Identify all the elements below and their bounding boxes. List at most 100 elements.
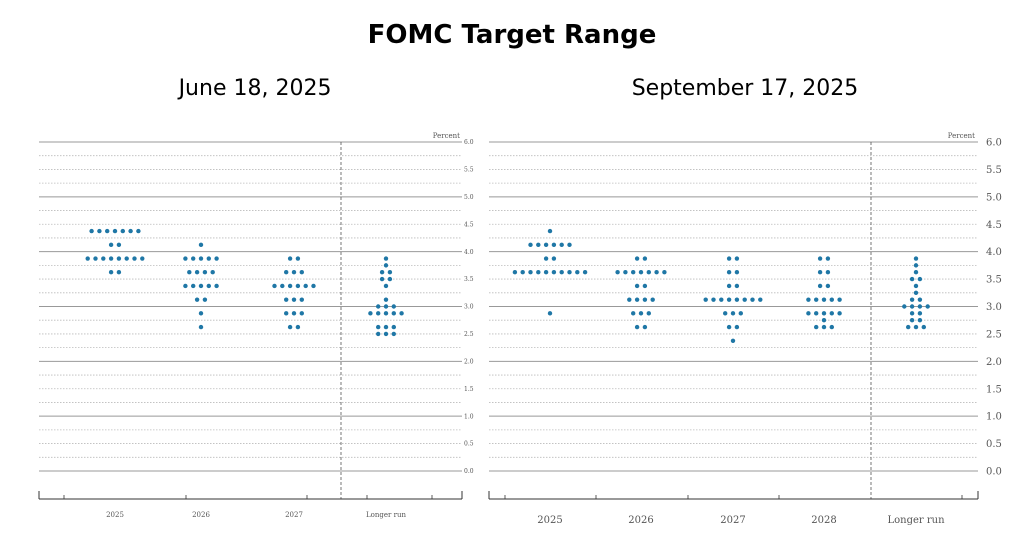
participant-dot	[376, 324, 381, 330]
participant-dot	[368, 311, 373, 316]
participant-dot	[821, 311, 827, 316]
participant-dot	[825, 256, 831, 261]
participant-dot	[734, 270, 740, 275]
y-axis-label: Percent	[948, 132, 975, 140]
participant-dot	[376, 311, 381, 316]
y-tick-label: 0.5	[464, 441, 474, 448]
participant-dot	[821, 297, 827, 302]
participant-dot	[198, 283, 204, 289]
participant-dot	[85, 256, 90, 261]
participant-dot	[383, 304, 389, 309]
participant-dot	[913, 283, 919, 289]
y-tick-label: 0.0	[986, 467, 1002, 478]
participant-dot	[547, 311, 553, 316]
participant-dot	[638, 311, 644, 316]
participant-dot	[89, 228, 94, 234]
y-tick-label: 1.0	[464, 413, 474, 420]
y-tick-label: 6.0	[464, 139, 474, 146]
participant-dot	[206, 256, 211, 261]
participant-dot	[383, 311, 389, 316]
participant-dot	[547, 228, 553, 234]
participant-dot	[631, 270, 636, 275]
participant-dot	[272, 283, 277, 289]
participant-dot	[825, 270, 831, 275]
participant-dot	[711, 297, 716, 302]
participant-dot	[214, 256, 219, 261]
participant-dot	[543, 270, 549, 275]
participant-dot	[559, 270, 564, 275]
participant-dot	[116, 270, 122, 275]
participant-dot	[821, 324, 827, 330]
participant-dot	[183, 256, 188, 261]
participant-dot	[299, 297, 304, 302]
participant-dot	[837, 297, 842, 302]
participant-dot	[299, 311, 304, 316]
participant-dot	[817, 283, 823, 289]
participant-dot	[642, 324, 648, 330]
y-tick-label: 2.0	[464, 358, 474, 365]
y-tick-label: 2.5	[986, 329, 1002, 340]
participant-dot	[291, 297, 297, 302]
participant-dot	[383, 297, 389, 302]
participant-dot	[376, 331, 381, 337]
y-tick-label: 0.0	[464, 468, 474, 475]
y-tick-label: 1.5	[986, 384, 1002, 395]
participant-dot	[311, 283, 316, 289]
participant-dot	[821, 318, 827, 323]
participant-dot	[202, 297, 208, 302]
participant-dot	[642, 256, 648, 261]
participant-dot	[112, 228, 118, 234]
participant-dot	[528, 242, 533, 248]
participant-dot	[909, 276, 915, 282]
participant-dot	[627, 297, 632, 302]
participant-dot	[287, 324, 293, 330]
participant-dot	[817, 256, 823, 261]
participant-dot	[202, 270, 208, 275]
participant-dot	[575, 270, 580, 275]
participant-dot	[906, 324, 911, 330]
x-category-label: 2025	[106, 511, 124, 519]
participant-dot	[101, 256, 106, 261]
participant-dot	[734, 324, 740, 330]
participant-dot	[132, 256, 137, 261]
x-category-label: 2026	[628, 515, 653, 526]
participant-dot	[582, 270, 588, 275]
participant-dot	[140, 256, 145, 261]
participant-dot	[391, 311, 396, 316]
participant-dot	[913, 290, 919, 295]
participant-dot	[383, 283, 389, 289]
participant-dot	[726, 256, 732, 261]
participant-dot	[730, 311, 736, 316]
y-tick-label: 1.0	[986, 412, 1002, 423]
participant-dot	[726, 324, 732, 330]
participant-dot	[391, 304, 396, 309]
participant-dot	[913, 270, 919, 275]
y-tick-label: 0.5	[986, 439, 1002, 450]
participant-dot	[116, 256, 122, 261]
participant-dot	[909, 311, 915, 316]
participant-dot	[567, 242, 572, 248]
chart-panel-0: 0.0 0.5 1.0 1.5 2.0 2.5 3.0 3.5 4.0 4.5 5.0 5.5 6.0 P…	[38, 132, 474, 519]
participant-dot	[738, 311, 743, 316]
participant-dot	[551, 256, 557, 261]
participant-dot	[198, 242, 204, 248]
participant-dot	[638, 270, 644, 275]
participant-dot	[128, 228, 133, 234]
participant-dot	[287, 283, 293, 289]
participant-dot	[379, 270, 385, 275]
participant-dot	[719, 297, 724, 302]
participant-dot	[198, 311, 204, 316]
participant-dot	[93, 256, 98, 261]
participant-dot	[917, 304, 923, 309]
participant-dot	[726, 270, 732, 275]
participant-dot	[734, 283, 740, 289]
participant-dot	[646, 270, 651, 275]
y-tick-label: 5.0	[986, 192, 1002, 203]
participant-dot	[536, 242, 541, 248]
participant-dot	[391, 324, 396, 330]
participant-dot	[917, 311, 923, 316]
y-tick-label: 2.0	[986, 357, 1002, 368]
participant-dot	[567, 270, 572, 275]
participant-dot	[105, 228, 110, 234]
participant-dot	[379, 276, 385, 282]
